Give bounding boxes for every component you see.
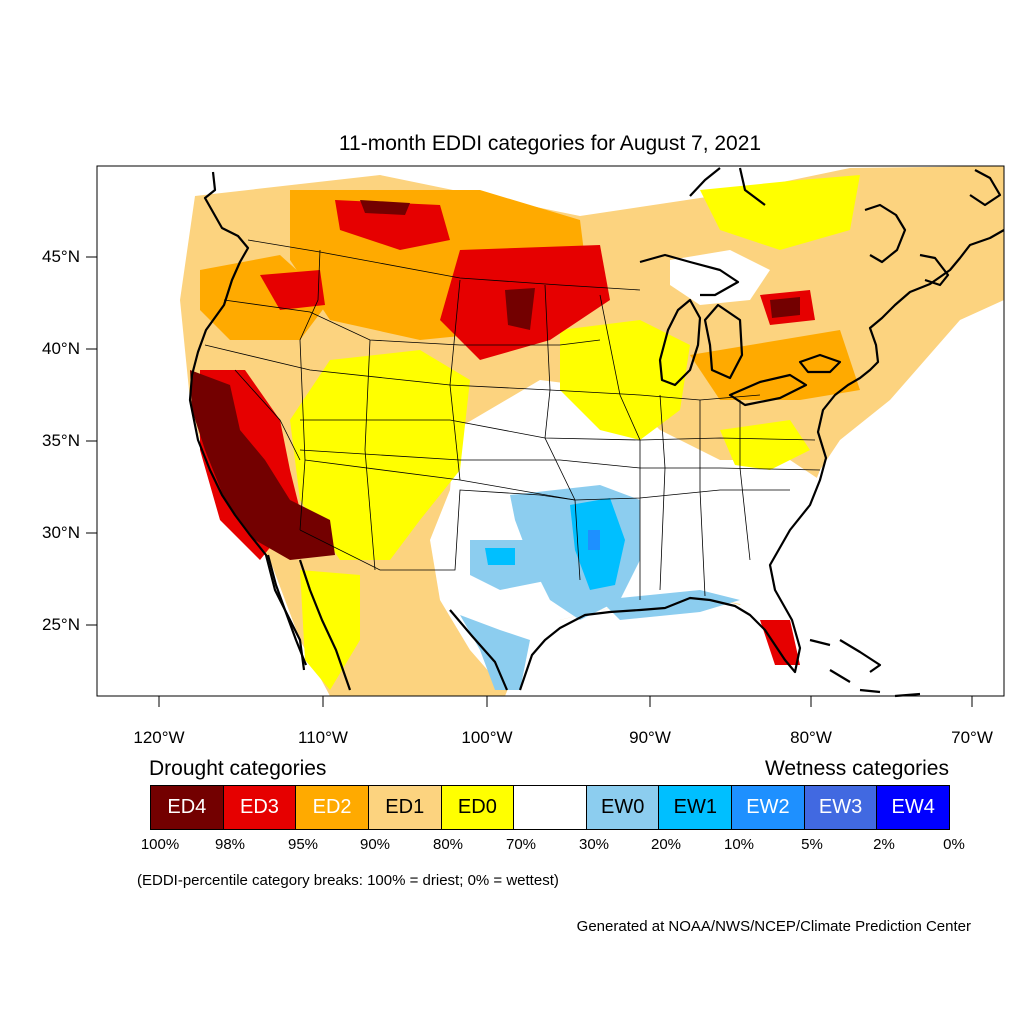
drought-categories-heading: Drought categories bbox=[149, 757, 327, 780]
lat-label-45n: 45°N bbox=[42, 247, 80, 266]
lon-label-100w: 100°W bbox=[461, 728, 513, 747]
ed0-region bbox=[700, 175, 860, 250]
percent-break-label: 90% bbox=[359, 836, 391, 853]
percent-break-label: 10% bbox=[723, 836, 755, 853]
legend-box-ed3: ED3 bbox=[223, 786, 297, 829]
percent-break-label: 100% bbox=[140, 836, 180, 853]
percent-break-label: 95% bbox=[287, 836, 319, 853]
ed3-region bbox=[260, 270, 325, 310]
lon-label-90w: 90°W bbox=[629, 728, 671, 747]
coastlines bbox=[188, 167, 1005, 698]
lon-label-110w: 110°W bbox=[298, 728, 348, 747]
axis-ticks bbox=[86, 256, 973, 707]
ed0-region bbox=[720, 420, 810, 470]
legend-box-ed0: ED0 bbox=[441, 786, 515, 829]
ed4-region bbox=[505, 288, 535, 330]
lon-label-80w: 80°W bbox=[790, 728, 832, 747]
legend-box-ew3: EW3 bbox=[804, 786, 878, 829]
legend-box-ed2: ED2 bbox=[296, 786, 369, 829]
legend-color-bar: ED4 ED3 ED2 ED1 ED0 EW0 EW1 EW2 EW3 EW4 bbox=[150, 785, 950, 830]
ed4-region bbox=[360, 200, 410, 215]
ed0-region bbox=[560, 320, 690, 440]
percent-break-label: 20% bbox=[650, 836, 682, 853]
category-breaks-note: (EDDI-percentile category breaks: 100% =… bbox=[137, 872, 559, 889]
lat-label-35n: 35°N bbox=[42, 431, 80, 450]
ed2-region bbox=[690, 330, 860, 400]
map-frame bbox=[96, 165, 1005, 697]
ew1-region bbox=[485, 548, 515, 565]
legend-box-ew2: EW2 bbox=[732, 786, 805, 829]
percent-break-label: 70% bbox=[505, 836, 537, 853]
ed4-region bbox=[770, 297, 800, 318]
percent-break-label: 2% bbox=[873, 836, 895, 853]
state-borders bbox=[204, 239, 821, 600]
legend-box-ew0: EW0 bbox=[586, 786, 660, 829]
credit-line: Generated at NOAA/NWS/NCEP/Climate Predi… bbox=[576, 918, 971, 935]
legend-box-ed1: ED1 bbox=[368, 786, 442, 829]
legend-box-ew1: EW1 bbox=[659, 786, 733, 829]
percent-break-label: 80% bbox=[432, 836, 464, 853]
lat-label-25n: 25°N bbox=[42, 615, 80, 634]
wetness-categories-heading: Wetness categories bbox=[764, 757, 949, 780]
lat-label-30n: 30°N bbox=[42, 523, 80, 542]
percent-break-label: 98% bbox=[214, 836, 246, 853]
legend-box-ed4: ED4 bbox=[151, 786, 224, 829]
ed3-region bbox=[760, 620, 800, 665]
legend-box-ew4: EW4 bbox=[877, 786, 950, 829]
lon-label-70w: 70°W bbox=[951, 728, 993, 747]
legend-box-normal bbox=[514, 786, 587, 829]
lat-label-40n: 40°N bbox=[42, 339, 80, 358]
ed3-region bbox=[335, 200, 450, 250]
percent-break-label: 0% bbox=[943, 836, 965, 853]
ew0-region bbox=[460, 615, 530, 690]
ew2-region bbox=[588, 530, 600, 550]
ed4-region bbox=[190, 370, 335, 560]
map-title: 11-month EDDI categories for August 7, 2… bbox=[338, 132, 762, 155]
percent-break-label: 30% bbox=[578, 836, 610, 853]
lon-label-120w: 120°W bbox=[133, 728, 185, 747]
percent-break-label: 5% bbox=[801, 836, 823, 853]
